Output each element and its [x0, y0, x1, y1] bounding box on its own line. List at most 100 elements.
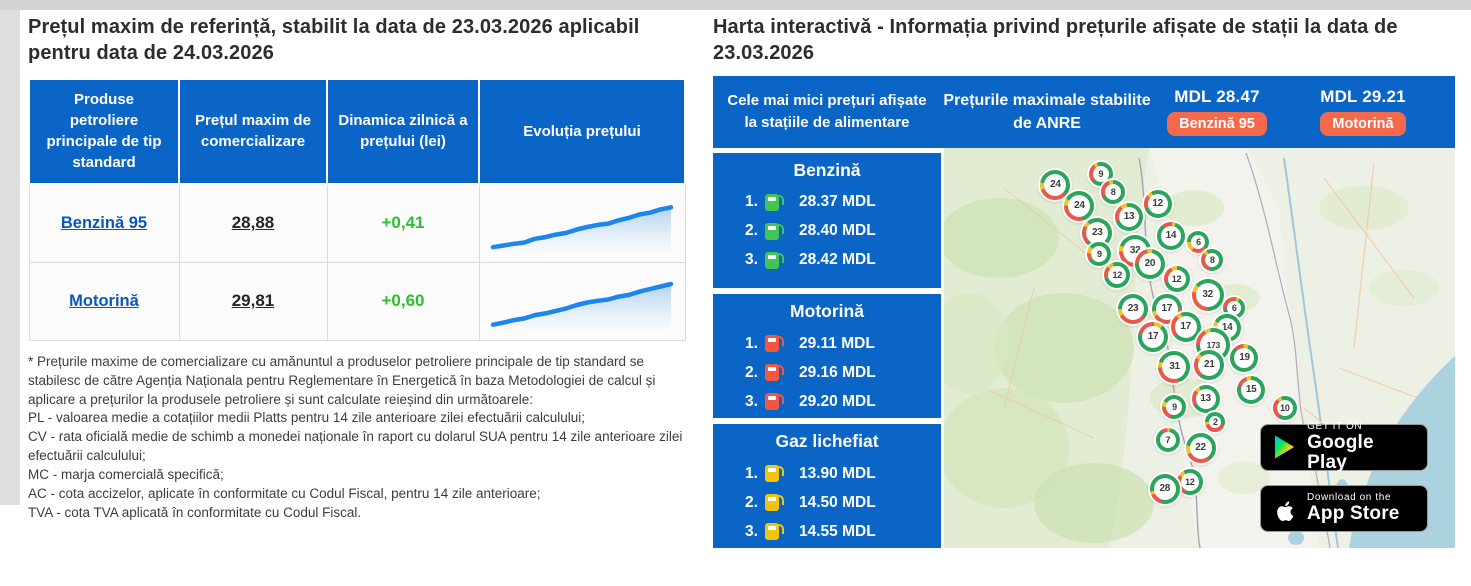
reference-price-section: Prețul maxim de referință, stabilit la d… [28, 14, 686, 523]
map-cluster-marker[interactable]: 17 [1170, 311, 1201, 342]
rank-label: 2. [745, 493, 758, 511]
col-header-daily-dynamic: Dinamica zilnică a prețului (lei) [326, 77, 480, 185]
map-cluster-marker[interactable]: 32 [1191, 278, 1224, 311]
map-cluster-marker[interactable]: 8 [1101, 179, 1126, 204]
interactive-map-title: Harta interactivă - Informația privind p… [713, 16, 1398, 65]
interactive-map[interactable]: GET IT ON Google Play Download on the Ap… [944, 147, 1455, 548]
map-cluster-marker[interactable]: 8 [1201, 248, 1224, 271]
list-item: 2. 29.16 MDL [713, 358, 941, 387]
map-cluster-marker[interactable]: 20 [1134, 248, 1165, 279]
product-link-motorina[interactable]: Motorină [69, 291, 139, 310]
fuel-pump-icon [765, 335, 799, 353]
rank-label: 2. [745, 222, 758, 240]
map-cluster-marker[interactable]: 31 [1158, 350, 1191, 383]
list-item: 2. 28.40 MDL [713, 217, 941, 246]
fuel-pump-icon [765, 193, 799, 211]
lowest-price-value: 29.16 MDL [799, 363, 876, 381]
map-cluster-marker[interactable]: 12 [1143, 189, 1172, 218]
panel-gaz-lichefiat: Gaz lichefiat 1. 13.90 MDL 2. 14.50 MDL … [713, 424, 941, 548]
rank-label: 2. [745, 363, 758, 381]
map-cluster-marker[interactable]: 9 [1087, 241, 1112, 266]
reference-price-title: Prețul maxim de referință, stabilit la d… [28, 16, 640, 65]
list-item: 3. 28.42 MDL [713, 246, 941, 275]
fuel-pump-icon [765, 494, 799, 512]
fuel-pump-icon [765, 465, 799, 483]
fuel-pump-icon [765, 251, 799, 269]
price-table: Produse petroliere principale de tip sta… [28, 77, 686, 341]
map-cluster-marker[interactable]: 24 [1064, 190, 1095, 221]
interactive-map-section: Harta interactivă - Informația privind p… [713, 14, 1455, 548]
lowest-prices-panel-column: Benzină 1. 28.37 MDL 2. 28.40 MDL 3. 28.… [713, 148, 941, 548]
lowest-price-value: 28.42 MDL [799, 251, 876, 269]
panel-motorina: Motorină 1. 29.11 MDL 2. 29.16 MDL 3. 29… [713, 294, 941, 419]
map-cluster-marker[interactable]: 10 [1272, 395, 1297, 420]
daily-delta-benzina: +0,41 [326, 183, 480, 263]
map-cluster-marker[interactable]: 12 [1163, 265, 1190, 292]
app-store-badge[interactable]: Download on the App Store [1260, 484, 1428, 532]
map-cluster-marker[interactable]: 17 [1151, 293, 1182, 324]
anre-max-prices-label: Prețurile maximale stabilite de ANRE [943, 91, 1151, 132]
methodology-footnote: * Prețurile maxime de comercializare cu … [28, 353, 683, 520]
google-play-badge[interactable]: GET IT ON Google Play [1260, 421, 1428, 473]
map-cluster-marker[interactable]: 2 [1205, 411, 1226, 432]
map-cluster-marker[interactable]: 19 [1230, 343, 1259, 372]
price-evolution-sparkline-benzina [478, 183, 686, 263]
panel-gaz-title: Gaz lichefiat [775, 431, 879, 452]
list-item: 1. 29.11 MDL [713, 329, 941, 358]
map-header-bar: Cele mai mici prețuri afișate la stațiil… [713, 75, 1455, 148]
list-item: 3. 14.55 MDL [713, 517, 941, 546]
map-cluster-marker[interactable]: 6 [1223, 296, 1246, 319]
price-link-benzina[interactable]: 28,88 [231, 213, 275, 233]
motorina-badge[interactable]: Motorină [1320, 112, 1406, 137]
window-top-edge [0, 0, 1471, 10]
price-evolution-sparkline-motorina [478, 261, 686, 341]
map-cluster-marker[interactable]: 12 [1176, 468, 1203, 495]
rank-label: 1. [745, 193, 758, 211]
map-cluster-marker[interactable]: 28 [1149, 473, 1180, 504]
benzina-95-badge[interactable]: Benzină 95 [1167, 112, 1267, 137]
list-item: 1. 13.90 MDL [713, 459, 941, 488]
map-cluster-marker[interactable]: 22 [1185, 432, 1216, 463]
map-cluster-marker[interactable]: 15 [1237, 375, 1266, 404]
map-cluster-marker[interactable]: 17 [1137, 321, 1168, 352]
table-header-row: Produse petroliere principale de tip sta… [28, 77, 686, 185]
map-cluster-marker[interactable]: 9 [1162, 394, 1187, 419]
list-item: 2. 14.50 MDL [713, 488, 941, 517]
col-header-evolution: Evoluția prețului [478, 77, 686, 185]
map-cluster-marker[interactable]: 21 [1194, 349, 1225, 380]
panel-motorina-title: Motorină [790, 301, 864, 322]
fuel-pump-icon [765, 222, 799, 240]
map-cluster-marker[interactable]: 23 [1118, 293, 1149, 324]
price-link-motorina[interactable]: 29,81 [231, 291, 275, 311]
lowest-price-value: 29.11 MDL [799, 334, 875, 352]
fuel-pump-icon [765, 523, 799, 541]
rank-label: 3. [745, 522, 758, 540]
app-store-label: App Store [1307, 502, 1400, 524]
col-header-products: Produse petroliere principale de tip sta… [28, 77, 180, 185]
lowest-price-value: 14.50 MDL [799, 493, 876, 511]
rank-label: 3. [745, 251, 758, 269]
map-cluster-marker[interactable]: 6 [1187, 230, 1210, 253]
max-price-benzina: MDL 28.47 Benzină 95 [1153, 87, 1281, 137]
lowest-price-value: 29.20 MDL [799, 392, 876, 410]
map-cluster-marker[interactable]: 7 [1155, 427, 1180, 452]
map-cluster-marker[interactable]: 13 [1114, 202, 1143, 231]
panel-benzina-title: Benzină [793, 159, 861, 180]
google-play-label: Google Play [1307, 431, 1374, 473]
table-row: Motorină 29,81 +0,60 [28, 261, 686, 341]
max-price-motorina-value: MDL 29.21 [1320, 87, 1406, 107]
product-link-benzina[interactable]: Benzină 95 [60, 213, 148, 232]
map-cluster-marker[interactable]: 24 [1040, 169, 1071, 200]
map-cluster-marker[interactable]: 13 [1191, 384, 1220, 413]
lowest-price-value: 28.40 MDL [799, 222, 876, 240]
app-store-badges: GET IT ON Google Play Download on the Ap… [1260, 421, 1428, 532]
max-price-benzina-value: MDL 28.47 [1174, 87, 1260, 107]
map-cluster-marker[interactable]: 14 [1156, 221, 1185, 250]
lowest-price-value: 28.37 MDL [799, 193, 876, 211]
map-cluster-marker[interactable]: 12 [1104, 261, 1131, 288]
list-item: 1. 28.37 MDL [713, 188, 941, 217]
google-play-tagline: GET IT ON [1307, 421, 1363, 433]
col-header-max-price: Prețul maxim de comercializare [178, 77, 328, 185]
panel-benzina: Benzină 1. 28.37 MDL 2. 28.40 MDL 3. 28.… [713, 152, 941, 289]
rank-label: 3. [745, 392, 758, 410]
